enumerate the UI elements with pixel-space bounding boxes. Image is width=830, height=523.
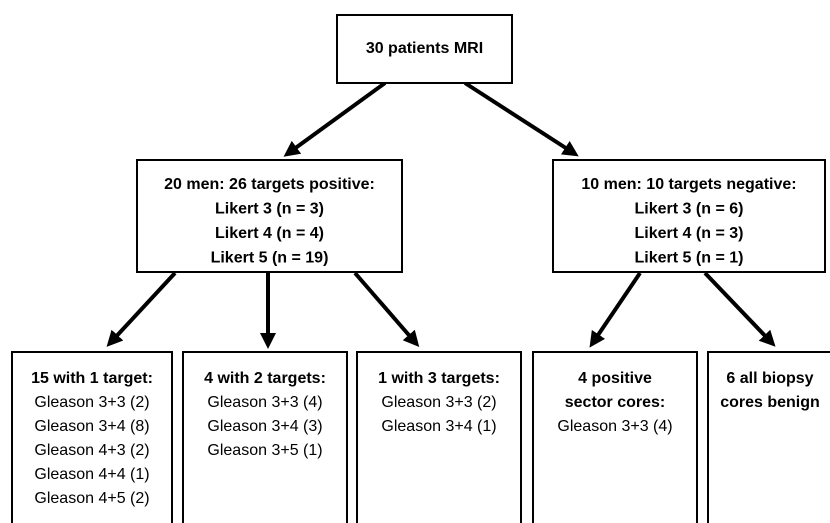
node-line: Gleason 4+3 (2) [34, 442, 149, 459]
node-heading: 30 patients MRI [366, 40, 483, 57]
arrow [589, 271, 642, 348]
arrows [106, 81, 776, 349]
node-box [336, 14, 513, 84]
node: 1 with 3 targets: Gleason 3+3 (2) Gleason … [356, 351, 522, 523]
node-box [707, 351, 830, 523]
node-heading: Likert 5 (n = 1) [635, 250, 744, 267]
node: 20 men: 26 targets positive: Likert 3 (n … [136, 159, 403, 273]
node-box [136, 159, 403, 273]
node-line: Gleason 3+5 (1) [207, 442, 322, 459]
node-box [182, 351, 348, 523]
arrow [106, 271, 177, 347]
arrow [463, 81, 579, 157]
node-heading: Likert 4 (n = 3) [635, 225, 744, 242]
node-heading: 10 men: 10 targets negative: [581, 176, 796, 193]
node-line: Gleason 3+3 (4) [557, 418, 672, 435]
node-line: Gleason 3+4 (3) [207, 418, 322, 435]
node-heading: Likert 3 (n = 3) [215, 201, 324, 218]
node-heading: sector cores: [565, 394, 666, 411]
node-line: Gleason 3+3 (2) [34, 394, 149, 411]
node: 15 with 1 target: Gleason 3+3 (2) Gleason … [11, 351, 173, 523]
node-heading: 6 all biopsy [726, 370, 813, 387]
node-heading: 15 with 1 target: [31, 370, 153, 387]
arrow [353, 271, 420, 348]
node-heading: Likert 5 (n = 19) [211, 250, 329, 267]
arrow [283, 81, 387, 157]
node: 4 positive sector cores: Gleason 3+3 (4) [532, 351, 698, 523]
node-line: Gleason 3+4 (8) [34, 418, 149, 435]
node-heading: 4 positive [578, 370, 652, 387]
node-line: Gleason 4+4 (1) [34, 466, 149, 483]
nodes: 30 patients MRI 20 men: 26 targets positi… [11, 14, 830, 523]
node-heading: Likert 3 (n = 6) [635, 201, 744, 218]
node: 4 with 2 targets: Gleason 3+3 (4) Gleason … [182, 351, 348, 523]
node-line: Gleason 3+3 (2) [381, 394, 496, 411]
node: 6 all biopsy cores benign [707, 351, 830, 523]
node: 10 men: 10 targets negative: Likert 3 (n … [552, 159, 826, 273]
node-line: Gleason 3+3 (4) [207, 394, 322, 411]
node-heading: 20 men: 26 targets positive: [164, 176, 375, 193]
node: 30 patients MRI [336, 14, 513, 84]
node-box [532, 351, 698, 523]
node-heading: Likert 4 (n = 4) [215, 225, 324, 242]
node-box [11, 351, 173, 523]
node-line: Gleason 3+4 (1) [381, 418, 496, 435]
node-line: Gleason 4+5 (2) [34, 490, 149, 507]
node-box [356, 351, 522, 523]
arrow [703, 271, 776, 347]
node-heading: 1 with 3 targets: [378, 370, 500, 387]
node-heading: cores benign [720, 394, 820, 411]
node-box [552, 159, 826, 273]
node-heading: 4 with 2 targets: [204, 370, 326, 387]
